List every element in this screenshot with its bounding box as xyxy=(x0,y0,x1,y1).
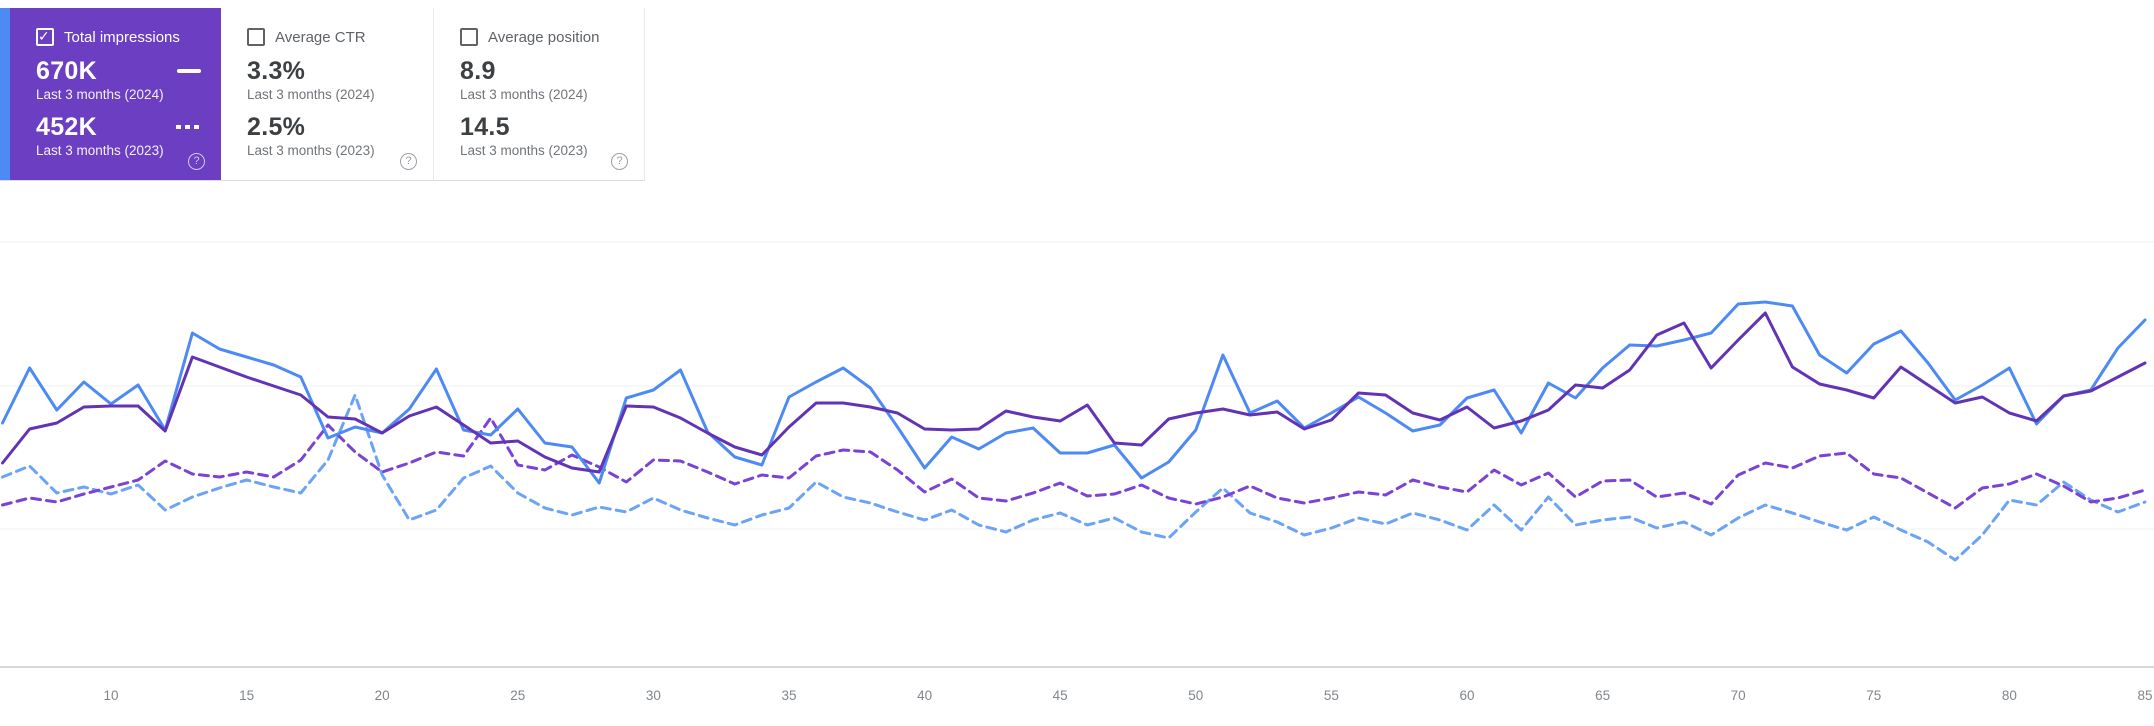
chart-line-blue-2024 xyxy=(1,300,2147,485)
cards-row-divider xyxy=(0,180,645,181)
x-axis-tick-label: 55 xyxy=(1324,688,1339,703)
x-axis-tick-label: 15 xyxy=(239,688,254,703)
chart-line-impressions-2023 xyxy=(1,416,2147,510)
ctr-period-2024: Last 3 months (2024) xyxy=(247,87,375,102)
card-total-impressions[interactable]: Total impressions 670K Last 3 months (20… xyxy=(10,8,221,180)
solid-line-legend-icon xyxy=(177,69,201,73)
x-axis-tick-label: 25 xyxy=(510,688,525,703)
average-ctr-checkbox[interactable] xyxy=(247,28,265,46)
x-axis-tick-label: 80 xyxy=(2002,688,2017,703)
dashed-line-legend-icon xyxy=(176,125,203,129)
x-axis-tick-label: 85 xyxy=(2137,688,2152,703)
total-impressions-label: Total impressions xyxy=(64,28,180,46)
ctr-value-2024: 3.3% xyxy=(247,56,306,85)
chart-canvas[interactable]: 10 15 20 25 30 35 40 45 50 55 60 65 70 75 80 85 xyxy=(0,180,2154,726)
average-ctr-label: Average CTR xyxy=(275,28,366,46)
card-average-ctr[interactable]: Average CTR 3.3% Last 3 months (2024) 2.… xyxy=(221,8,433,180)
x-axis-tick-label: 10 xyxy=(103,688,118,703)
x-axis-tick-label: 50 xyxy=(1188,688,1203,703)
impressions-period-2024: Last 3 months (2024) xyxy=(36,87,164,102)
position-period-2023: Last 3 months (2023) xyxy=(460,143,588,158)
x-axis-tick-label: 70 xyxy=(1731,688,1746,703)
average-position-checkbox[interactable] xyxy=(460,28,478,46)
impressions-value-2023: 452K xyxy=(36,112,97,141)
position-value-2024: 8.9 xyxy=(460,56,496,85)
help-icon[interactable] xyxy=(188,153,205,170)
x-axis-tick-label: 65 xyxy=(1595,688,1610,703)
ctr-value-2023: 2.5% xyxy=(247,112,306,141)
position-value-2023: 14.5 xyxy=(460,112,510,141)
impressions-value-2024: 670K xyxy=(36,56,97,85)
impressions-period-2023: Last 3 months (2023) xyxy=(36,143,164,158)
help-icon[interactable] xyxy=(611,153,628,170)
total-impressions-checkbox[interactable] xyxy=(36,28,54,46)
x-axis-tick-label: 40 xyxy=(917,688,932,703)
average-position-label: Average position xyxy=(488,28,600,46)
position-period-2024: Last 3 months (2024) xyxy=(460,87,588,102)
performance-chart[interactable]: 10 15 20 25 30 35 40 45 50 55 60 65 70 75 80 85 xyxy=(0,180,2154,726)
x-axis-tick-label: 45 xyxy=(1053,688,1068,703)
x-axis-tick-label: 20 xyxy=(375,688,390,703)
chart-line-blue-2023 xyxy=(1,393,2147,562)
cropped-card-left-edge[interactable] xyxy=(0,8,10,180)
x-axis-tick-label: 75 xyxy=(1866,688,1881,703)
x-axis-tick-label: 35 xyxy=(781,688,796,703)
chart-line-impressions-2024 xyxy=(1,311,2147,474)
ctr-period-2023: Last 3 months (2023) xyxy=(247,143,375,158)
help-icon[interactable] xyxy=(400,153,417,170)
card-average-position[interactable]: Average position 8.9 Last 3 months (2024… xyxy=(433,8,645,180)
x-axis-tick-label: 60 xyxy=(1459,688,1474,703)
x-axis-tick-label: 30 xyxy=(646,688,661,703)
